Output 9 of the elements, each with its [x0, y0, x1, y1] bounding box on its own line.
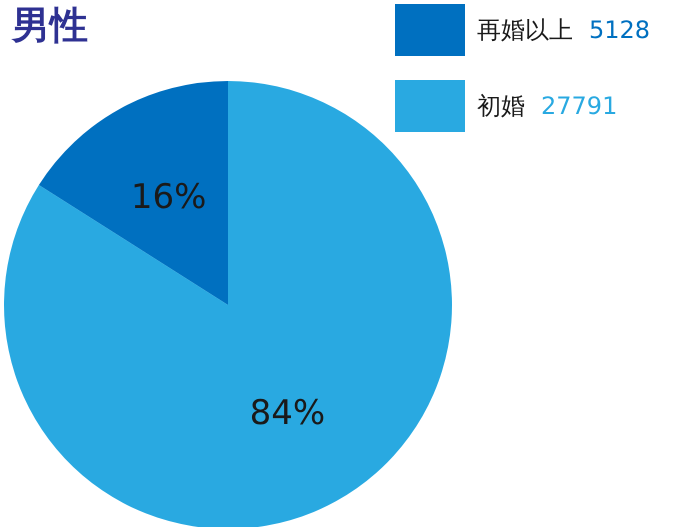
pie-slice	[38, 81, 228, 305]
chart-title: 男性	[12, 2, 88, 48]
data-label: 84%	[250, 392, 326, 433]
text: 5128	[589, 16, 650, 44]
pie-slice	[4, 81, 452, 527]
legend-label: 再婚以上	[477, 15, 573, 46]
data-label: 16%	[130, 177, 206, 218]
text: 27791	[541, 92, 618, 120]
legend-label: 初婚	[477, 91, 525, 122]
